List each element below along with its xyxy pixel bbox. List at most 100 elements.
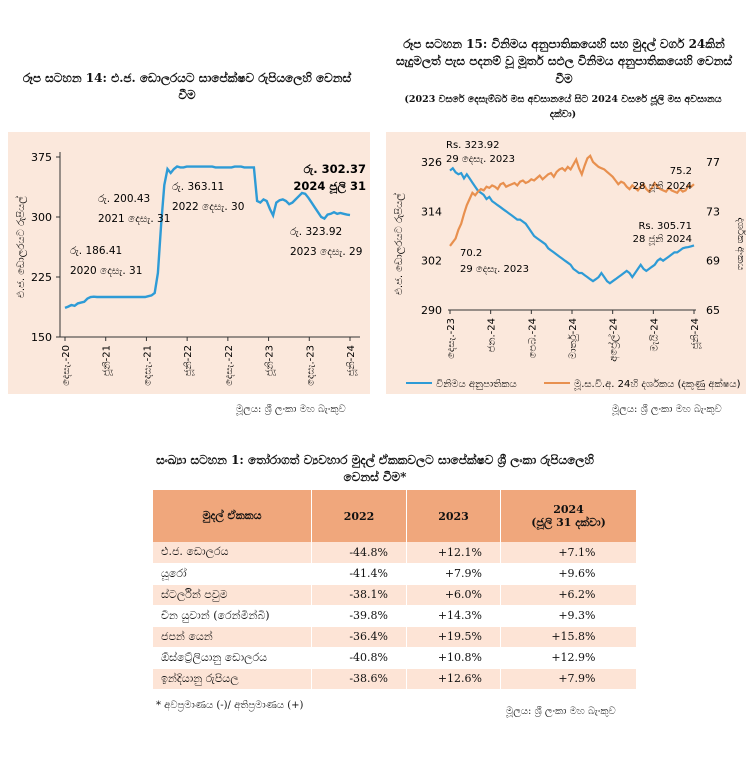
annotation-value: 70.2 (460, 248, 482, 259)
x-tick-label: ජූනි-23 (265, 345, 276, 376)
currency-name-cell: ජපන් යෙන් (153, 626, 312, 648)
header-2023: 2023 (406, 490, 501, 542)
annotation-date: 29 දෙසැ. 2023 (446, 154, 515, 165)
annotation-date: 2023 දෙසැ. 29 (290, 246, 362, 258)
currency-name-cell: ඕස්ට්‍රේලියානු ඩොලරය (153, 647, 312, 669)
legend-label-reer: මූ.ස.වි.අ. 24හි දර්ශකය (දකුණු අක්ෂය) (573, 377, 740, 390)
y-right-tick-label: 69 (706, 255, 720, 268)
table-row: ඉන්දියානු රුපියල -38.6% +12.6% +7.9% (153, 668, 637, 690)
y-tick-label: 225 (31, 271, 52, 284)
legend-label-exchange-rate: විනිමය අනුපාතිකය (436, 379, 517, 390)
y-left-tick-label: 290 (421, 304, 442, 317)
header-2022: 2022 (311, 490, 407, 542)
x-tick-label: මාර්තු-24 (567, 318, 579, 359)
table-row: එ.ජ. ඩොලරය -44.8% +12.1% +7.1% (153, 542, 637, 564)
change-value-cell: +6.2% (500, 584, 637, 606)
header-2024: 2024 (ජූලි 31 දක්වා) (500, 490, 636, 542)
annotation-date: 2022 දෙසැ. 30 (172, 201, 244, 213)
annotation-date: 28 ජූනි 2024 (633, 181, 692, 192)
annotation-value: රු. 200.43 (98, 193, 150, 205)
y-axis-title: එ.ජ. ඩොලරයට රුපියල් (14, 196, 27, 298)
table-body: එ.ජ. ඩොලරය -44.8% +12.1% +7.1% යූරෝ -41.4% +7.… (153, 542, 637, 690)
change-value-cell: +10.8% (406, 647, 501, 669)
annotation-date: 29 දෙසැ. 2023 (460, 264, 529, 275)
x-tick-label: පෙබ.-24 (527, 318, 538, 358)
change-value-cell: +12.9% (500, 647, 637, 669)
y-right-tick-label: 73 (706, 205, 720, 218)
change-value-cell: -38.1% (311, 584, 407, 606)
change-value-cell: +9.6% (500, 563, 637, 585)
change-value-cell: +12.1% (406, 542, 501, 564)
currency-table-wrap: මුදල් ඒකකය 2022 2023 2024 (ජූලි 31 දක්වා… (153, 490, 637, 690)
y-tick-label: 150 (31, 331, 52, 344)
change-value-cell: +15.8% (500, 626, 637, 648)
x-tick-label: ජූනි-24 (346, 345, 357, 376)
change-value-cell: +12.6% (406, 668, 501, 690)
reer-index-line (449, 153, 695, 247)
chart15-plot: 290 302 314 326 65 69 73 77 දෙසැ.-23 ජන.-24 පෙබ.-2… (392, 140, 747, 390)
change-value-cell: +14.3% (406, 605, 501, 627)
table-title: සංඛ්‍යා සටහන 1: තෝරාගත් ව්‍යවහාර මුදල් ඒ… (156, 453, 594, 485)
x-tick-label: ජූනි-24 (690, 318, 701, 349)
change-value-cell: -38.6% (311, 668, 407, 690)
annotation-value: රු. 363.11 (172, 181, 224, 193)
x-tick-label: අප්‍රේල්-24 (607, 318, 620, 362)
x-tick-label: දෙසැ.-20 (61, 345, 72, 386)
currency-name-cell: එ.ජ. ඩොලරය (153, 542, 312, 564)
currency-name-cell: චීන යුවාන් (රෙන්මින්බි) (153, 605, 312, 627)
change-value-cell: +9.3% (500, 605, 637, 627)
y-tick-label: 375 (31, 151, 52, 164)
header-2024-year: 2024 (553, 502, 584, 516)
chart15-title: රූප සටහන 15: විනිමය අනුපාතිකයෙහි සහ මුදල… (395, 37, 733, 86)
change-value-cell: +6.0% (406, 584, 501, 606)
chart14-source: මූලය: ශ්‍රී ලංකා මහ බැංකුව (236, 404, 346, 415)
change-value-cell: -44.8% (311, 542, 407, 564)
x-tick-label: දෙසැ.-21 (142, 345, 153, 386)
x-tick-label: දෙසැ.-23 (446, 318, 457, 359)
chart14-svg: 150 225 300 375 දෙසැ.-20 ජූනි-21 දෙසැ.-21 ජූනි-… (14, 151, 366, 386)
y-left-tick-label: 326 (421, 156, 442, 169)
chart15-subtitle: (2023 වසරේ දෙසැම්බර් මස අවසානයේ සිට 2024… (404, 94, 722, 121)
annotation-value: Rs. 305.71 (638, 221, 692, 232)
table-row: චීන යුවාන් (රෙන්මින්බි) -39.8% +14.3% +9.3% (153, 605, 637, 627)
y-left-tick-label: 302 (421, 255, 442, 268)
table-row: ඕස්ට්‍රේලියානු ඩොලරය -40.8% +10.8% +12.9% (153, 647, 637, 669)
table-footnote: * අවප්‍රමාණය (-)/ අතිප්‍රමාණය (+) (156, 700, 304, 711)
table-source: මූලය: ශ්‍රී ලංකා මහ බැංකුව (506, 706, 616, 717)
y-left-axis-title: එ.ජ. ඩොලරයට රුපියල් (392, 193, 405, 295)
chart14-panel: 150 225 300 375 දෙසැ.-20 ජූනි-21 දෙසැ.-21 ජූනි-… (8, 132, 370, 394)
annotation-latest-value: රු. 302.37 (304, 162, 366, 176)
table-row: යූරෝ -41.4% +7.9% +9.6% (153, 563, 637, 585)
chart15-svg: 290 302 314 326 65 69 73 77 දෙසැ.-23 ජන.-24 පෙබ.-2… (392, 140, 747, 390)
change-value-cell: -40.8% (311, 647, 407, 669)
usd-lkr-line (64, 165, 351, 310)
y-right-tick-label: 77 (706, 156, 720, 169)
exchange-rate-line (449, 166, 695, 285)
change-value-cell: -36.4% (311, 626, 407, 648)
x-tick-label: දෙසැ.-22 (224, 345, 235, 386)
y-left-tick-label: 314 (421, 205, 442, 218)
x-tick-label: ජන.-24 (487, 318, 498, 352)
y-right-tick-label: 65 (706, 304, 720, 317)
chart14-plot: 150 225 300 375 දෙසැ.-20 ජූනි-21 දෙසැ.-21 ජූනි-… (14, 151, 366, 386)
change-value-cell: -41.4% (311, 563, 407, 585)
annotation-date: 2020 දෙසැ. 31 (70, 265, 142, 277)
annotation-value: රු. 323.92 (290, 226, 342, 238)
change-value-cell: +7.9% (406, 563, 501, 585)
currency-name-cell: ඉන්දියානු රුපියල (153, 668, 312, 690)
header-currency: මුදල් ඒකකය (153, 490, 312, 542)
y-tick-label: 300 (31, 211, 52, 224)
annotation-value: Rs. 323.92 (446, 140, 500, 151)
y-right-axis-title: දර්ශක අංකය (735, 218, 746, 271)
x-tick-label: මැයි-24 (649, 318, 660, 352)
annotation-value: 75.2 (670, 166, 692, 177)
chart14-title: රූප සටහන 14: එ.ජ. ඩොලරයට සාපේක්ෂව රුපියල… (22, 71, 352, 103)
x-tick-label: ජූනි-22 (183, 345, 194, 376)
table-row: ස්ටර්ලින් පවුම -38.1% +6.0% +6.2% (153, 584, 637, 606)
x-tick-label: ජූනි-21 (102, 345, 113, 376)
chart15-panel: 290 302 314 326 65 69 73 77 දෙසැ.-23 ජන.-24 පෙබ.-2… (386, 132, 747, 394)
annotation-value: රු. 186.41 (70, 245, 122, 257)
change-value-cell: +7.1% (500, 542, 637, 564)
annotation-date: 28 ජූනි 2024 (633, 234, 692, 245)
change-value-cell: +7.9% (500, 668, 637, 690)
